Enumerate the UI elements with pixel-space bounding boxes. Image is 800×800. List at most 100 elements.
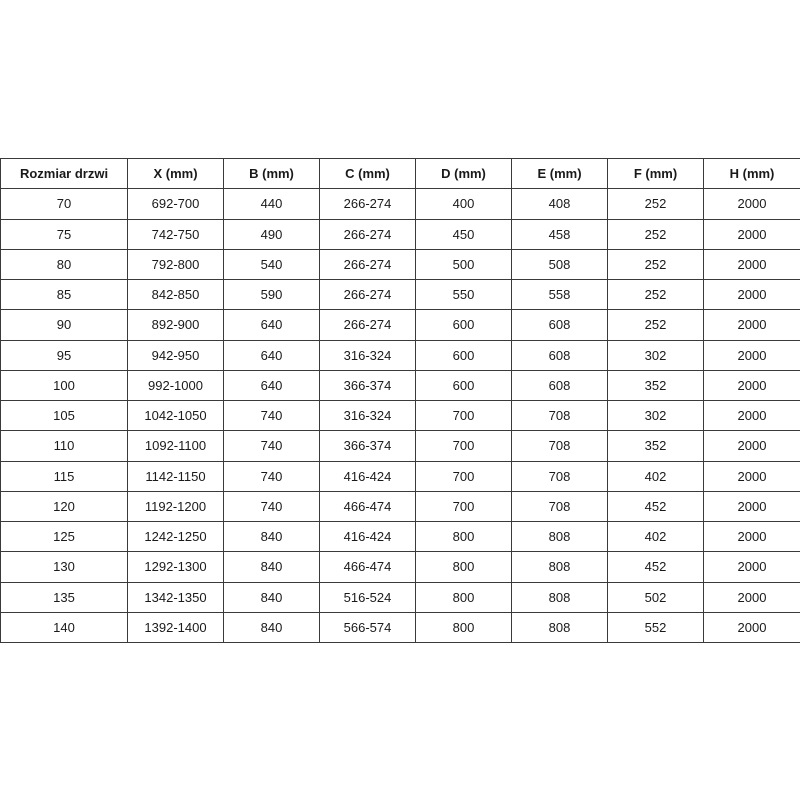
table-cell: 608 <box>511 369 608 402</box>
table-cell: 700 <box>415 430 512 462</box>
table-cell: 2000 <box>703 339 800 371</box>
table-cell: 402 <box>607 520 704 553</box>
table-cell: 75 <box>0 218 128 250</box>
table-cell: 266-274 <box>319 278 416 311</box>
table-cell: 252 <box>607 218 704 250</box>
table-cell: 840 <box>223 520 320 553</box>
table-cell: 840 <box>223 581 320 613</box>
table-cell: 552 <box>607 611 704 644</box>
table-cell: 252 <box>607 188 704 220</box>
table-row: 85 842-850 590 266-274 550 558 252 2000 <box>0 278 800 311</box>
table-cell: 85 <box>0 278 128 311</box>
table-cell: 266-274 <box>319 248 416 281</box>
table-cell: 2000 <box>703 188 800 220</box>
table-cell: 70 <box>0 188 128 220</box>
table-cell: 352 <box>607 430 704 462</box>
table-cell: 2000 <box>703 309 800 341</box>
table-cell: 90 <box>0 309 128 341</box>
table-row: 75 742-750 490 266-274 450 458 252 2000 <box>0 218 800 250</box>
table-row: 70 692-700 440 266-274 400 408 252 2000 <box>0 188 800 220</box>
table-cell: 840 <box>223 551 320 583</box>
table-cell: 842-850 <box>127 278 224 311</box>
table-cell: 2000 <box>703 218 800 250</box>
table-cell: 740 <box>223 430 320 462</box>
table-cell: 640 <box>223 339 320 371</box>
table-cell: 2000 <box>703 490 800 523</box>
column-header: E (mm) <box>511 157 608 190</box>
table-cell: 708 <box>511 430 608 462</box>
table-cell: 808 <box>511 551 608 583</box>
table-cell: 1292-1300 <box>127 551 224 583</box>
dimensions-table: Rozmiar drzwi X (mm) B (mm) C (mm) D (mm) E (… <box>0 157 800 644</box>
table-cell: 708 <box>511 490 608 523</box>
table-cell: 458 <box>511 218 608 250</box>
column-header: Rozmiar drzwi <box>0 157 128 190</box>
table-cell: 366-374 <box>319 430 416 462</box>
table-cell: 550 <box>415 278 512 311</box>
header-row: Rozmiar drzwi X (mm) B (mm) C (mm) D (mm) E (… <box>0 157 800 190</box>
table-cell: 792-800 <box>127 248 224 281</box>
table-cell: 80 <box>0 248 128 281</box>
table-cell: 740 <box>223 460 320 492</box>
table-cell: 2000 <box>703 369 800 402</box>
table-cell: 440 <box>223 188 320 220</box>
table-cell: 416-424 <box>319 460 416 492</box>
table-cell: 608 <box>511 309 608 341</box>
table-cell: 800 <box>415 551 512 583</box>
table-cell: 1142-1150 <box>127 460 224 492</box>
table-cell: 2000 <box>703 399 800 432</box>
table-cell: 708 <box>511 399 608 432</box>
table-row: 115 1142-1150 740 416-424 700 708 402 2000 <box>0 460 800 492</box>
table-cell: 800 <box>415 611 512 644</box>
table-cell: 640 <box>223 309 320 341</box>
table-cell: 100 <box>0 369 128 402</box>
table-cell: 252 <box>607 278 704 311</box>
table-cell: 2000 <box>703 248 800 281</box>
table-cell: 115 <box>0 460 128 492</box>
table-cell: 800 <box>415 581 512 613</box>
table-cell: 400 <box>415 188 512 220</box>
table-row: 120 1192-1200 740 466-474 700 708 452 2000 <box>0 490 800 523</box>
table-cell: 466-474 <box>319 551 416 583</box>
table-cell: 2000 <box>703 611 800 644</box>
table-cell: 130 <box>0 551 128 583</box>
table-cell: 450 <box>415 218 512 250</box>
table-cell: 140 <box>0 611 128 644</box>
table-cell: 740 <box>223 399 320 432</box>
table-cell: 266-274 <box>319 309 416 341</box>
table-cell: 2000 <box>703 278 800 311</box>
table-cell: 120 <box>0 490 128 523</box>
table-cell: 2000 <box>703 520 800 553</box>
table-cell: 302 <box>607 399 704 432</box>
table-cell: 566-574 <box>319 611 416 644</box>
table-row: 135 1342-1350 840 516-524 800 808 502 2000 <box>0 581 800 613</box>
table-cell: 1342-1350 <box>127 581 224 613</box>
table-cell: 252 <box>607 248 704 281</box>
table-cell: 95 <box>0 339 128 371</box>
table-cell: 105 <box>0 399 128 432</box>
table-cell: 316-324 <box>319 339 416 371</box>
table-cell: 416-424 <box>319 520 416 553</box>
table-cell: 2000 <box>703 581 800 613</box>
table-cell: 1192-1200 <box>127 490 224 523</box>
table-cell: 590 <box>223 278 320 311</box>
table-cell: 840 <box>223 611 320 644</box>
table-cell: 700 <box>415 490 512 523</box>
table-cell: 600 <box>415 339 512 371</box>
table-cell: 800 <box>415 520 512 553</box>
table-row: 105 1042-1050 740 316-324 700 708 302 2000 <box>0 399 800 432</box>
table-cell: 558 <box>511 278 608 311</box>
table-cell: 1392-1400 <box>127 611 224 644</box>
table-cell: 135 <box>0 581 128 613</box>
table-cell: 700 <box>415 399 512 432</box>
table-row: 100 992-1000 640 366-374 600 608 352 2000 <box>0 369 800 402</box>
table-cell: 608 <box>511 339 608 371</box>
table-cell: 266-274 <box>319 218 416 250</box>
table-row: 125 1242-1250 840 416-424 800 808 402 2000 <box>0 520 800 553</box>
table-cell: 466-474 <box>319 490 416 523</box>
table-cell: 540 <box>223 248 320 281</box>
table-cell: 516-524 <box>319 581 416 613</box>
column-header: F (mm) <box>607 157 704 190</box>
column-header: H (mm) <box>703 157 800 190</box>
table-cell: 452 <box>607 490 704 523</box>
